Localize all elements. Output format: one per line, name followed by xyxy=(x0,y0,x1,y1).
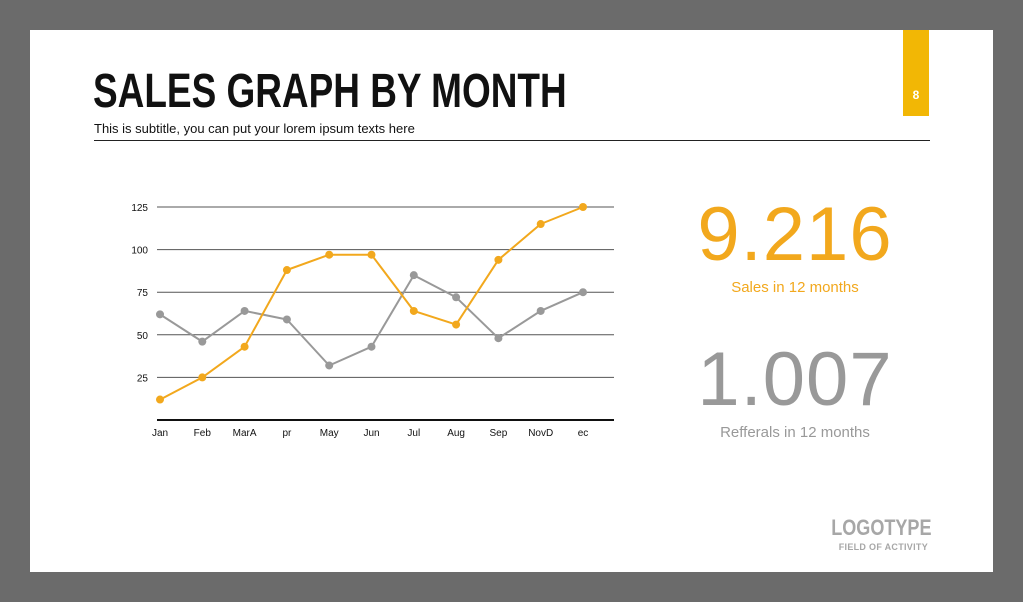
data-point xyxy=(156,310,164,319)
series-line-0 xyxy=(159,206,584,401)
data-point xyxy=(579,203,587,211)
x-tick-label: May xyxy=(320,428,339,439)
page-subtitle: This is subtitle, you can put your lorem… xyxy=(94,121,415,136)
x-tick-label: NovD xyxy=(528,428,553,439)
referrals-stat: 1.007 Refferals in 12 months xyxy=(670,337,920,442)
x-tick-label: Jul xyxy=(407,428,420,439)
data-point xyxy=(367,250,376,259)
x-tick-label: Jan xyxy=(152,428,168,439)
referrals-value: 1.007 xyxy=(697,337,893,422)
data-point xyxy=(409,306,418,315)
data-point xyxy=(367,342,376,351)
sales-value: 9.216 xyxy=(697,192,893,277)
y-tick-label: 25 xyxy=(137,373,149,384)
data-point xyxy=(536,220,545,229)
data-point xyxy=(409,271,418,280)
y-tick-label: 50 xyxy=(137,331,149,342)
title-divider xyxy=(94,140,930,141)
data-point xyxy=(240,342,249,351)
series-line-1 xyxy=(159,274,584,367)
data-point xyxy=(282,266,291,275)
slide: 8 SALES GRAPH BY MONTH This is subtitle,… xyxy=(30,30,993,572)
y-tick-label: 125 xyxy=(131,203,148,214)
x-tick-label: Feb xyxy=(194,428,212,439)
logo-name: LOGOTYPE xyxy=(831,515,932,540)
data-point xyxy=(536,306,545,315)
x-tick-label: Sep xyxy=(490,428,508,439)
data-point xyxy=(452,293,461,302)
sales-label: Sales in 12 months xyxy=(731,279,859,296)
page-number-tab: 8 xyxy=(903,30,929,116)
data-point xyxy=(156,395,164,404)
data-point xyxy=(240,306,249,315)
data-point xyxy=(452,320,461,329)
data-point xyxy=(198,337,207,346)
data-point xyxy=(494,255,503,264)
data-point xyxy=(494,334,503,343)
y-tick-label: 100 xyxy=(131,246,148,257)
data-point xyxy=(325,361,334,370)
x-tick-label: Aug xyxy=(447,428,465,439)
x-tick-label: MarA xyxy=(233,428,257,439)
data-point xyxy=(579,288,587,297)
y-tick-label: 75 xyxy=(137,288,149,299)
data-point xyxy=(325,250,334,259)
referrals-label: Refferals in 12 months xyxy=(720,424,870,441)
data-point xyxy=(198,373,207,382)
data-point xyxy=(282,315,291,324)
page-number: 8 xyxy=(912,88,920,102)
logo-tagline: FIELD OF ACTIVITY xyxy=(838,542,928,552)
x-tick-label: ec xyxy=(578,428,589,439)
logo: LOGOTYPE FIELD OF ACTIVITY xyxy=(810,515,932,552)
x-tick-label: Jun xyxy=(363,428,379,439)
sales-line-chart: 25 50 75 100 125 Jan Feb MarA pr May Jun Jul Aug Sep… xyxy=(131,203,614,439)
page-title: SALES GRAPH BY MONTH xyxy=(93,65,567,118)
x-tick-label: pr xyxy=(282,428,292,439)
sales-stat: 9.216 Sales in 12 months xyxy=(670,192,920,297)
